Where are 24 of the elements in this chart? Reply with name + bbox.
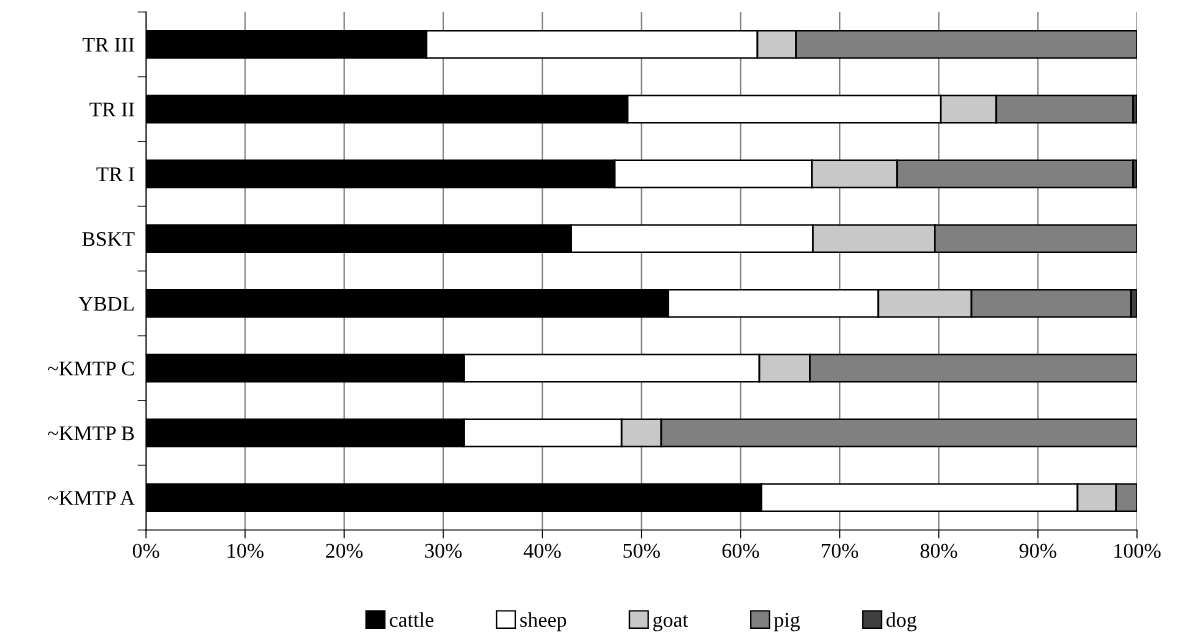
x-tick-label: 90%	[1019, 543, 1057, 558]
x-tick-label: 10%	[227, 543, 264, 558]
legend-label: goat	[653, 615, 689, 632]
y-tick-label: YBDL	[78, 296, 134, 311]
x-tick-label: 40%	[523, 543, 561, 558]
legend-label: dog	[886, 612, 917, 632]
x-tick-label: 80%	[920, 543, 958, 558]
legend-label: pig	[773, 612, 800, 632]
legend-label: cattle	[389, 612, 434, 627]
x-tick-label: 100%	[1114, 543, 1161, 558]
legend-label: sheep	[520, 612, 567, 632]
y-tick-label: TR I	[96, 167, 135, 182]
x-tick-label: 0%	[132, 543, 160, 558]
y-tick-label: TR II	[89, 102, 135, 117]
y-tick-label: ~KMTP C	[47, 361, 134, 376]
x-tick-label: 60%	[722, 543, 759, 558]
y-tick-label: ~KMTP B	[47, 426, 134, 441]
x-tick-label: 70%	[821, 543, 859, 558]
y-tick-label: ~KMTP A	[47, 491, 135, 505]
y-tick-label: TR III	[82, 37, 135, 52]
x-tick-label: 50%	[623, 543, 660, 558]
x-tick-label: 30%	[425, 543, 462, 558]
x-tick-label: 20%	[326, 543, 363, 558]
y-tick-label: BSKT	[82, 232, 135, 247]
